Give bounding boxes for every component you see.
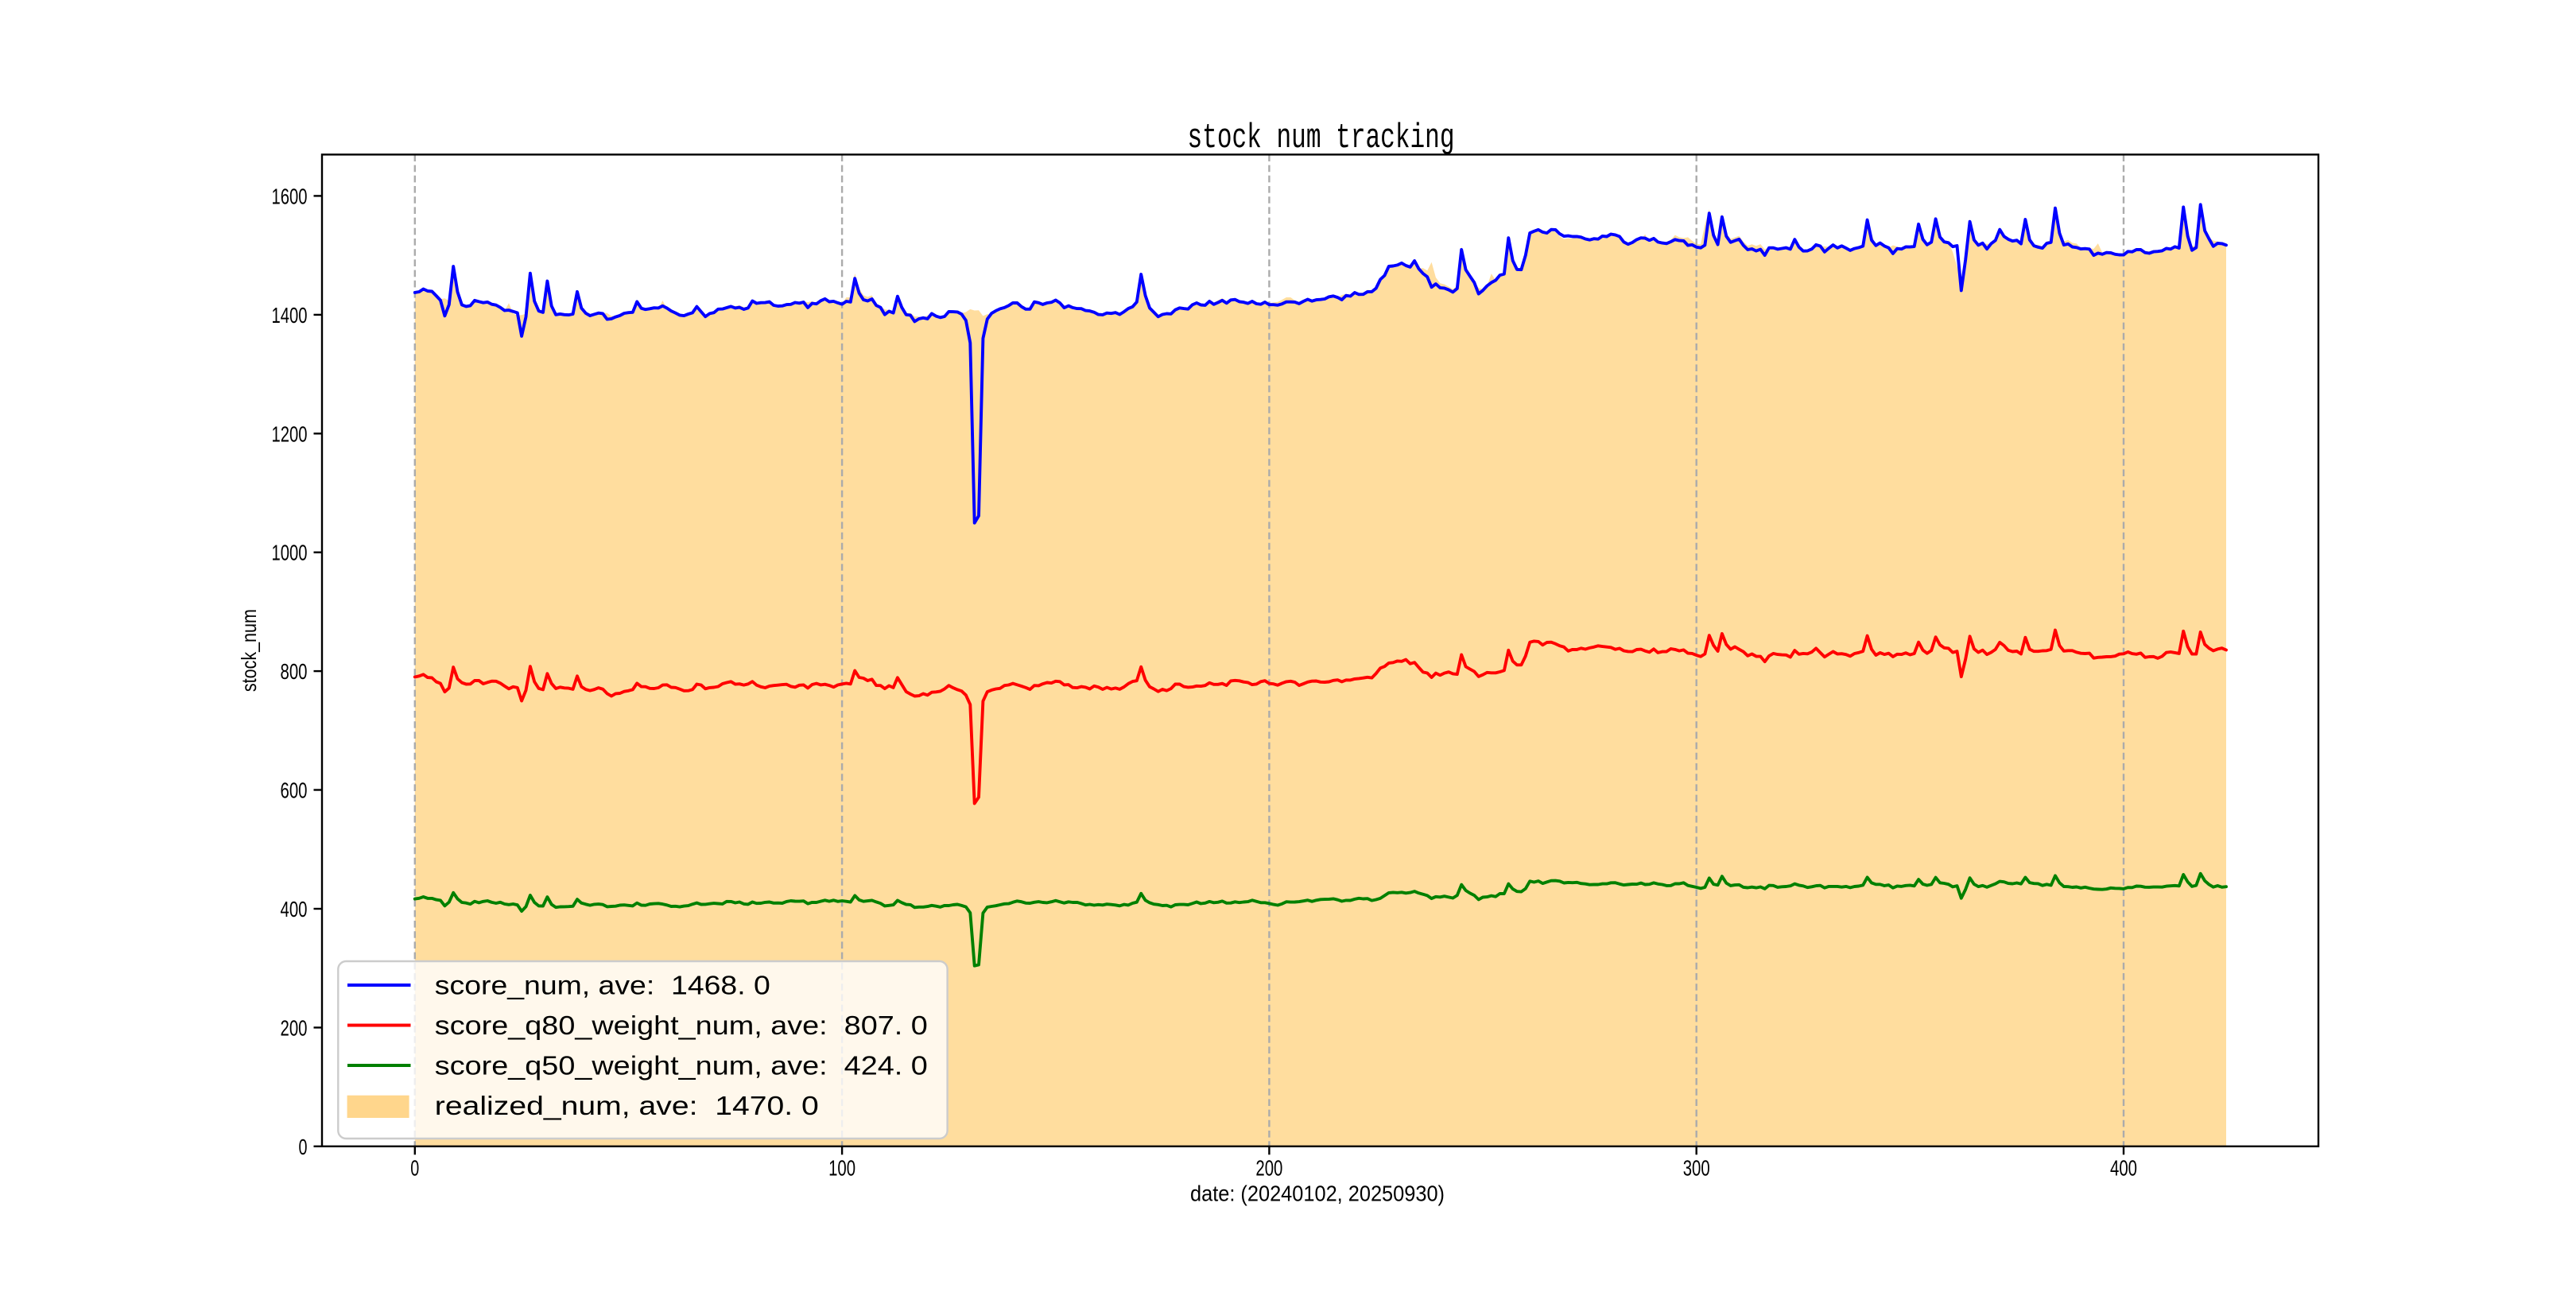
svg-text:1200: 1200 (272, 421, 308, 446)
svg-text:score_num, ave: 1468. 0: score_num, ave: 1468. 0 (435, 971, 770, 1000)
svg-text:stock num tracking: stock num tracking (1188, 118, 1455, 158)
svg-text:score_q50_weight_num, ave: 42: score_q50_weight_num, ave: 424. 0 (435, 1051, 928, 1081)
svg-text:400: 400 (2110, 1156, 2137, 1181)
svg-text:200: 200 (281, 1015, 308, 1040)
svg-text:1000: 1000 (272, 541, 308, 565)
svg-text:0: 0 (299, 1135, 308, 1159)
svg-text:100: 100 (828, 1156, 855, 1181)
svg-text:400: 400 (281, 897, 308, 921)
svg-text:date: (20240102, 20250930): date: (20240102, 20250930) (1190, 1181, 1445, 1206)
svg-text:600: 600 (281, 778, 308, 803)
svg-text:1400: 1400 (272, 303, 308, 328)
svg-text:realized_num, ave: 1470. 0: realized_num, ave: 1470. 0 (435, 1091, 819, 1120)
svg-text:0: 0 (410, 1156, 419, 1181)
svg-text:1600: 1600 (272, 184, 308, 208)
svg-text:300: 300 (1683, 1156, 1710, 1181)
svg-text:200: 200 (1255, 1156, 1282, 1181)
svg-text:score_q80_weight_num, ave: 80: score_q80_weight_num, ave: 807. 0 (435, 1011, 928, 1040)
svg-text:800: 800 (281, 659, 308, 684)
svg-text:stock_num: stock_num (237, 609, 261, 692)
